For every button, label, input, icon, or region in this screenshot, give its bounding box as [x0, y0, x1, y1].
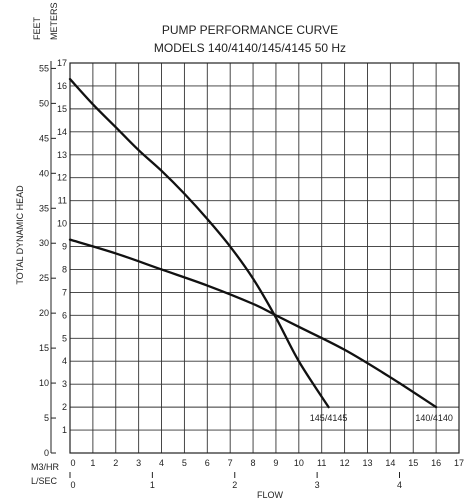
x-m3hr-unit-label: M3/HR: [31, 462, 60, 472]
y-feet-tick-label: 10: [39, 378, 49, 388]
y-feet-tick-label: 50: [39, 98, 49, 108]
y-feet-tick-label: 35: [39, 203, 49, 213]
y-feet-tick-label: 5: [44, 413, 49, 423]
y-meters-tick-label: 15: [57, 104, 67, 114]
y-feet-tick-label: 45: [39, 133, 49, 143]
y-feet-unit-label: FEET: [32, 16, 42, 40]
chart-subtitle: MODELS 140/4140/145/4145 50 Hz: [154, 41, 346, 55]
y-feet-tick-label: 25: [39, 273, 49, 283]
y-meters-tick-label: 11: [58, 196, 67, 206]
curve-label: 145/4145: [310, 413, 348, 423]
chart-grid: [70, 63, 459, 453]
curve-label: 140/4140: [415, 413, 453, 423]
x-m3hr-tick-label: 6: [205, 458, 210, 468]
y-meters-tick-label: 10: [57, 219, 67, 229]
x-m3hr-tick-label: 15: [408, 458, 418, 468]
y-meters-tick-label: 13: [57, 150, 67, 160]
y-meters-tick-label: 3: [62, 379, 67, 389]
x-m3hr-tick-label: 1: [90, 458, 95, 468]
x-m3hr-tick-label: 13: [362, 458, 372, 468]
y-feet-tick-label: 40: [39, 168, 49, 178]
x-m3hr-tick-label: 5: [182, 458, 187, 468]
x-m3hr-tick-label: 16: [431, 458, 441, 468]
x-m3hr-tick-label: 11: [317, 458, 326, 468]
axis-ticks: 1234567891011121314151617051015202530354…: [39, 58, 464, 490]
x-lsec-tick-label: 0: [70, 480, 75, 490]
y-feet-tick-label: 20: [39, 308, 49, 318]
y-meters-tick-label: 16: [57, 81, 67, 91]
chart-title: PUMP PERFORMANCE CURVE: [162, 23, 338, 37]
y-feet-tick-label: 55: [39, 63, 49, 73]
title-box: [130, 18, 370, 60]
y-meters-tick-label: 14: [57, 127, 67, 137]
y-meters-tick-label: 9: [62, 242, 67, 252]
y-meters-tick-label: 5: [62, 333, 67, 343]
y-meters-unit-label: METERS: [49, 2, 59, 40]
x-lsec-tick-label: 1: [150, 480, 155, 490]
y-meters-tick-label: 6: [62, 310, 67, 320]
x-m3hr-tick-label: 10: [294, 458, 304, 468]
x-lsec-tick-label: 4: [397, 480, 402, 490]
x-lsec-tick-label: 2: [232, 480, 237, 490]
curve-140-4140: [68, 238, 438, 409]
y-meters-tick-label: 4: [62, 356, 67, 366]
x-m3hr-tick-label: 17: [454, 458, 464, 468]
x-m3hr-tick-label: 0: [70, 458, 75, 468]
y-meters-tick-label: 17: [57, 58, 67, 68]
y-meters-tick-label: 12: [57, 173, 67, 183]
y-feet-tick-label: 30: [39, 238, 49, 248]
x-lsec-tick-label: 3: [315, 480, 320, 490]
y-meters-tick-label: 1: [62, 425, 67, 435]
plot-frame: [69, 62, 460, 454]
y-feet-tick-label: 15: [39, 343, 49, 353]
x-m3hr-tick-label: 2: [113, 458, 118, 468]
curve-145-4145: [68, 77, 330, 409]
x-m3hr-tick-label: 4: [159, 458, 164, 468]
x-m3hr-tick-label: 12: [340, 458, 350, 468]
y-meters-tick-label: 2: [62, 402, 67, 412]
x-m3hr-tick-label: 9: [273, 458, 278, 468]
x-axis-label: FLOW: [257, 490, 284, 500]
x-m3hr-tick-label: 7: [228, 458, 233, 468]
y-axis-label: TOTAL DYNAMIC HEAD: [15, 185, 25, 285]
y-feet-tick-label: 0: [44, 448, 49, 458]
y-meters-tick-label: 7: [62, 287, 67, 297]
x-m3hr-tick-label: 3: [136, 458, 141, 468]
x-m3hr-tick-label: 14: [385, 458, 395, 468]
performance-curves: 145/4145 140/4140: [68, 77, 453, 423]
y-meters-tick-label: 8: [62, 264, 67, 274]
x-m3hr-tick-label: 8: [251, 458, 256, 468]
x-lsec-unit-label: L/SEC: [31, 476, 58, 486]
